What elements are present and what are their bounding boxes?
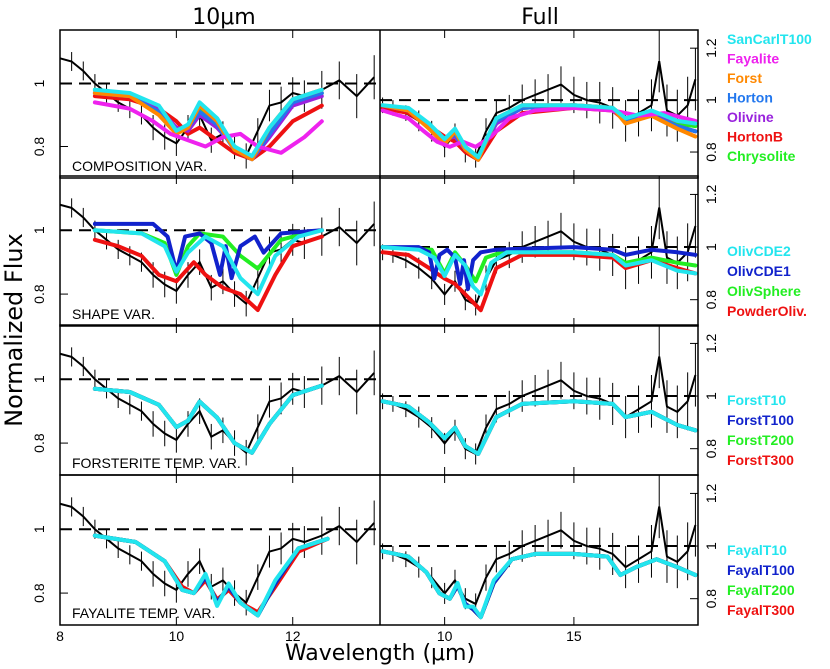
model-line-forstt200 xyxy=(380,399,698,456)
observed-spectrum-line xyxy=(59,352,375,455)
y-tick-label: 1 xyxy=(31,525,47,533)
observed-spectrum-line xyxy=(382,356,697,456)
model-line-forstt10 xyxy=(92,383,324,455)
panel-title: SHAPE VAR. xyxy=(72,306,155,322)
panel-row-2: 0.8 1 0.8 1 1.2 SHAPE VAR. OlivCDE2 OlivCDE1 Oli… xyxy=(31,175,807,327)
legend-entry-forst: Forst xyxy=(727,70,762,86)
y-tick-label: 1 xyxy=(31,226,47,234)
y-tick-label: 0.8 xyxy=(703,439,719,459)
legend-entry-fayalt100: FayalT100 xyxy=(727,562,795,578)
legend-entry-fayalt200: FayalT200 xyxy=(727,582,795,598)
model-line-forstt100 xyxy=(380,399,698,456)
legend-entry-forstt300: ForstT300 xyxy=(727,452,794,468)
y-tick-label: 0.8 xyxy=(31,433,47,453)
model-line-forstt200 xyxy=(92,383,324,455)
observed-spectrum-line xyxy=(382,207,697,307)
y-tick-label: 1.2 xyxy=(703,333,719,353)
panel-row-3: 0.8 1 0.8 1 1.2 FORSTERITE TEMP. VAR. ForstT10… xyxy=(31,324,794,476)
model-line-fayalite xyxy=(92,100,324,155)
y-tick-label: 0.8 xyxy=(31,137,47,157)
legend-entry-fayalt300: FayalT300 xyxy=(727,602,795,618)
legend-entry-olivcde2: OlivCDE2 xyxy=(727,243,791,259)
x-tick-label: 10 xyxy=(169,628,185,644)
x-tick-label: 15 xyxy=(566,628,582,644)
legend-entry-fayalite: Fayalite xyxy=(727,51,779,67)
model-line-olivcde1 xyxy=(380,245,698,292)
panel-frame xyxy=(59,29,699,179)
panel-row-1: 0.8 1 0.8 1 1.2 COMPOSITION VAR. SanCarlT100 Fa… xyxy=(31,29,812,179)
legend-entry-forstt10: ForstT10 xyxy=(727,392,786,408)
y-tick-label: 0.8 xyxy=(31,583,47,603)
x-tick-label: 10 xyxy=(437,628,453,644)
legend-entry-olivsphere: OlivSphere xyxy=(727,283,801,299)
panel-frame xyxy=(59,175,699,327)
y-tick-label: 1 xyxy=(703,542,719,550)
x-tick-label: 12 xyxy=(285,628,301,644)
x-axis-label: Wavelength (μm) xyxy=(285,641,475,666)
y-tick-label: 0.8 xyxy=(703,589,719,609)
panels: 0.8 1 0.8 1 1.2 COMPOSITION VAR. SanCarlT100 Fa… xyxy=(31,29,812,644)
panel-title: FAYALITE TEMP. VAR. xyxy=(72,605,215,621)
observed-spectrum-line xyxy=(59,203,375,306)
y-tick-label: 0.8 xyxy=(703,290,719,310)
model-line-forstt300 xyxy=(380,399,698,456)
y-tick-label: 1 xyxy=(31,375,47,383)
model-line-olivcde1 xyxy=(92,221,324,281)
legend-entry-horton: Horton xyxy=(727,90,773,106)
model-line-powderoliv- xyxy=(92,234,324,312)
legend-entry-chrysolite: Chrysolite xyxy=(727,148,796,164)
y-tick-label: 1.2 xyxy=(703,483,719,503)
panel-title: FORSTERITE TEMP. VAR. xyxy=(72,455,241,471)
legend-entry-olivcde1: OlivCDE1 xyxy=(727,263,791,279)
model-line-forstt10 xyxy=(380,399,698,456)
panel-frame xyxy=(59,474,699,626)
y-tick-label: 1.2 xyxy=(703,38,719,58)
column-title-right: Full xyxy=(521,5,559,30)
legend-entry-hortonb: HortonB xyxy=(727,129,783,145)
legend-entry-powderoliv-: PowderOliv. xyxy=(727,303,807,319)
legend-entry-sancarlt100: SanCarlT100 xyxy=(727,31,812,47)
model-line-forstt300 xyxy=(92,383,324,455)
y-tick-label: 0.8 xyxy=(703,142,719,162)
legend-entry-olivine: Olivine xyxy=(727,109,774,125)
model-line-fayalt10 xyxy=(380,549,698,620)
legend-entry-forstt200: ForstT200 xyxy=(727,432,794,448)
y-tick-label: 1.2 xyxy=(703,184,719,204)
model-line-olivsphere xyxy=(92,228,324,277)
panel-row-4: 0.8 1 8 10 12 0.8 1 1.2 10 15 FAYALITE TEMP. VAR. F… xyxy=(31,474,795,644)
y-tick-label: 1 xyxy=(703,392,719,400)
model-line-olivcde2 xyxy=(92,228,324,297)
column-title-left: 10μm xyxy=(192,5,255,30)
model-line-sancarlt100 xyxy=(380,103,698,160)
model-line-forstt100 xyxy=(92,383,324,455)
y-axis-label: Normalized Flux xyxy=(0,233,28,427)
model-line-horton xyxy=(92,91,324,162)
model-line-sancarlt100 xyxy=(92,87,324,158)
model-line-fayalt10 xyxy=(92,533,330,618)
observed-spectrum-line xyxy=(382,506,697,606)
y-tick-label: 1 xyxy=(31,79,47,87)
y-tick-label: 1 xyxy=(703,243,719,251)
model-line-olivcde2 xyxy=(380,245,698,297)
legend-entry-forstt100: ForstT100 xyxy=(727,412,794,428)
panel-title: COMPOSITION VAR. xyxy=(72,158,207,174)
y-tick-label: 1 xyxy=(703,96,719,104)
x-tick-label: 8 xyxy=(56,628,64,644)
legend-entry-fayalt10: FayalT10 xyxy=(727,542,787,558)
model-line-fayalite xyxy=(380,105,698,149)
y-tick-label: 0.8 xyxy=(31,284,47,304)
observed-spectrum-line xyxy=(59,502,375,605)
